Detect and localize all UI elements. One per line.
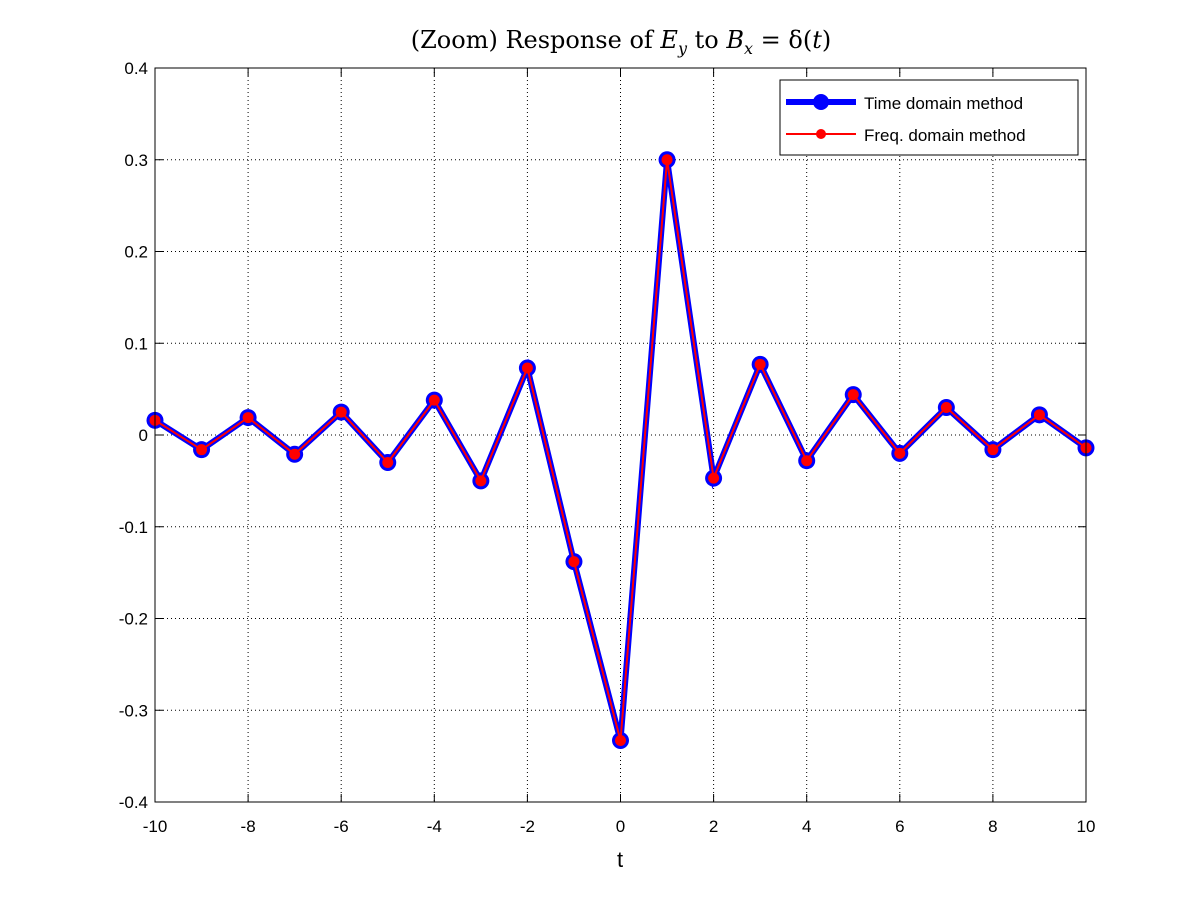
data-point-freq-domain [661,154,673,166]
legend-marker-freq-domain [816,129,826,139]
plot-area [155,68,1086,802]
y-tick-label: -0.2 [119,610,148,629]
data-point-freq-domain [428,394,440,406]
x-tick-label: 8 [988,817,997,836]
title-b-symbol: B [725,26,744,54]
data-point-freq-domain [940,401,952,413]
data-point-freq-domain [615,735,626,747]
data-point-freq-domain [847,389,859,401]
data-point-freq-domain [382,457,394,469]
legend-box [779,79,1079,156]
data-point-freq-domain [754,358,766,370]
y-tick-label: -0.4 [119,793,148,812]
data-point-freq-domain [894,447,906,459]
data-point-freq-domain [568,556,580,568]
data-point-freq-domain [196,444,208,456]
x-tick-label: 10 [1077,817,1096,836]
y-tick-label: 0.2 [124,243,148,262]
data-point-freq-domain [987,444,999,456]
data-point-freq-domain [475,475,487,487]
title-to: to [687,26,726,54]
title-t: t [812,26,822,54]
legend: Time domain method Freq. domain method [779,79,1079,156]
x-tick-label: 0 [616,817,625,836]
title-equals-delta: = δ( [753,26,812,54]
chart-title: (Zoom) Response of Ey to Bx = δ(t) [411,26,831,58]
legend-marker-time-domain [813,94,829,110]
data-point-freq-domain [708,472,720,484]
y-tick-label: -0.1 [119,518,148,537]
title-prefix: (Zoom) Response of [411,26,661,54]
y-tick-label: -0.3 [119,701,148,720]
x-tick-label: -6 [334,817,349,836]
y-tick-label: 0.1 [124,334,148,353]
data-point-freq-domain [1033,409,1045,421]
x-tick-label: -2 [520,817,535,836]
x-tick-label: 2 [709,817,718,836]
y-tick-label: 0.3 [124,151,148,170]
x-tick-label: 4 [802,817,811,836]
data-point-freq-domain [335,406,347,418]
title-e-subscript: y [677,39,688,58]
x-axis-label: t [617,847,623,872]
y-tick-label: 0.4 [124,59,148,78]
data-point-freq-domain [521,362,533,374]
y-tick-label: 0 [139,426,148,445]
x-tick-label: -10 [143,817,168,836]
data-point-freq-domain [289,448,301,460]
data-point-freq-domain [242,412,254,424]
x-tick-label: -8 [241,817,256,836]
title-close-paren: ) [822,26,831,54]
x-tick-label: 6 [895,817,904,836]
title-b-subscript: x [744,39,753,58]
legend-label-time-domain: Time domain method [864,94,1023,113]
data-point-freq-domain [801,455,813,467]
ticks: -10 -8 -6 -4 -2 0 2 4 6 8 10 -0.4 -0.3 -0.2 -0.1 0 0.1 0.… [119,59,1096,836]
legend-label-freq-domain: Freq. domain method [864,126,1026,145]
title-e-symbol: E [659,26,678,54]
x-tick-label: -4 [427,817,442,836]
